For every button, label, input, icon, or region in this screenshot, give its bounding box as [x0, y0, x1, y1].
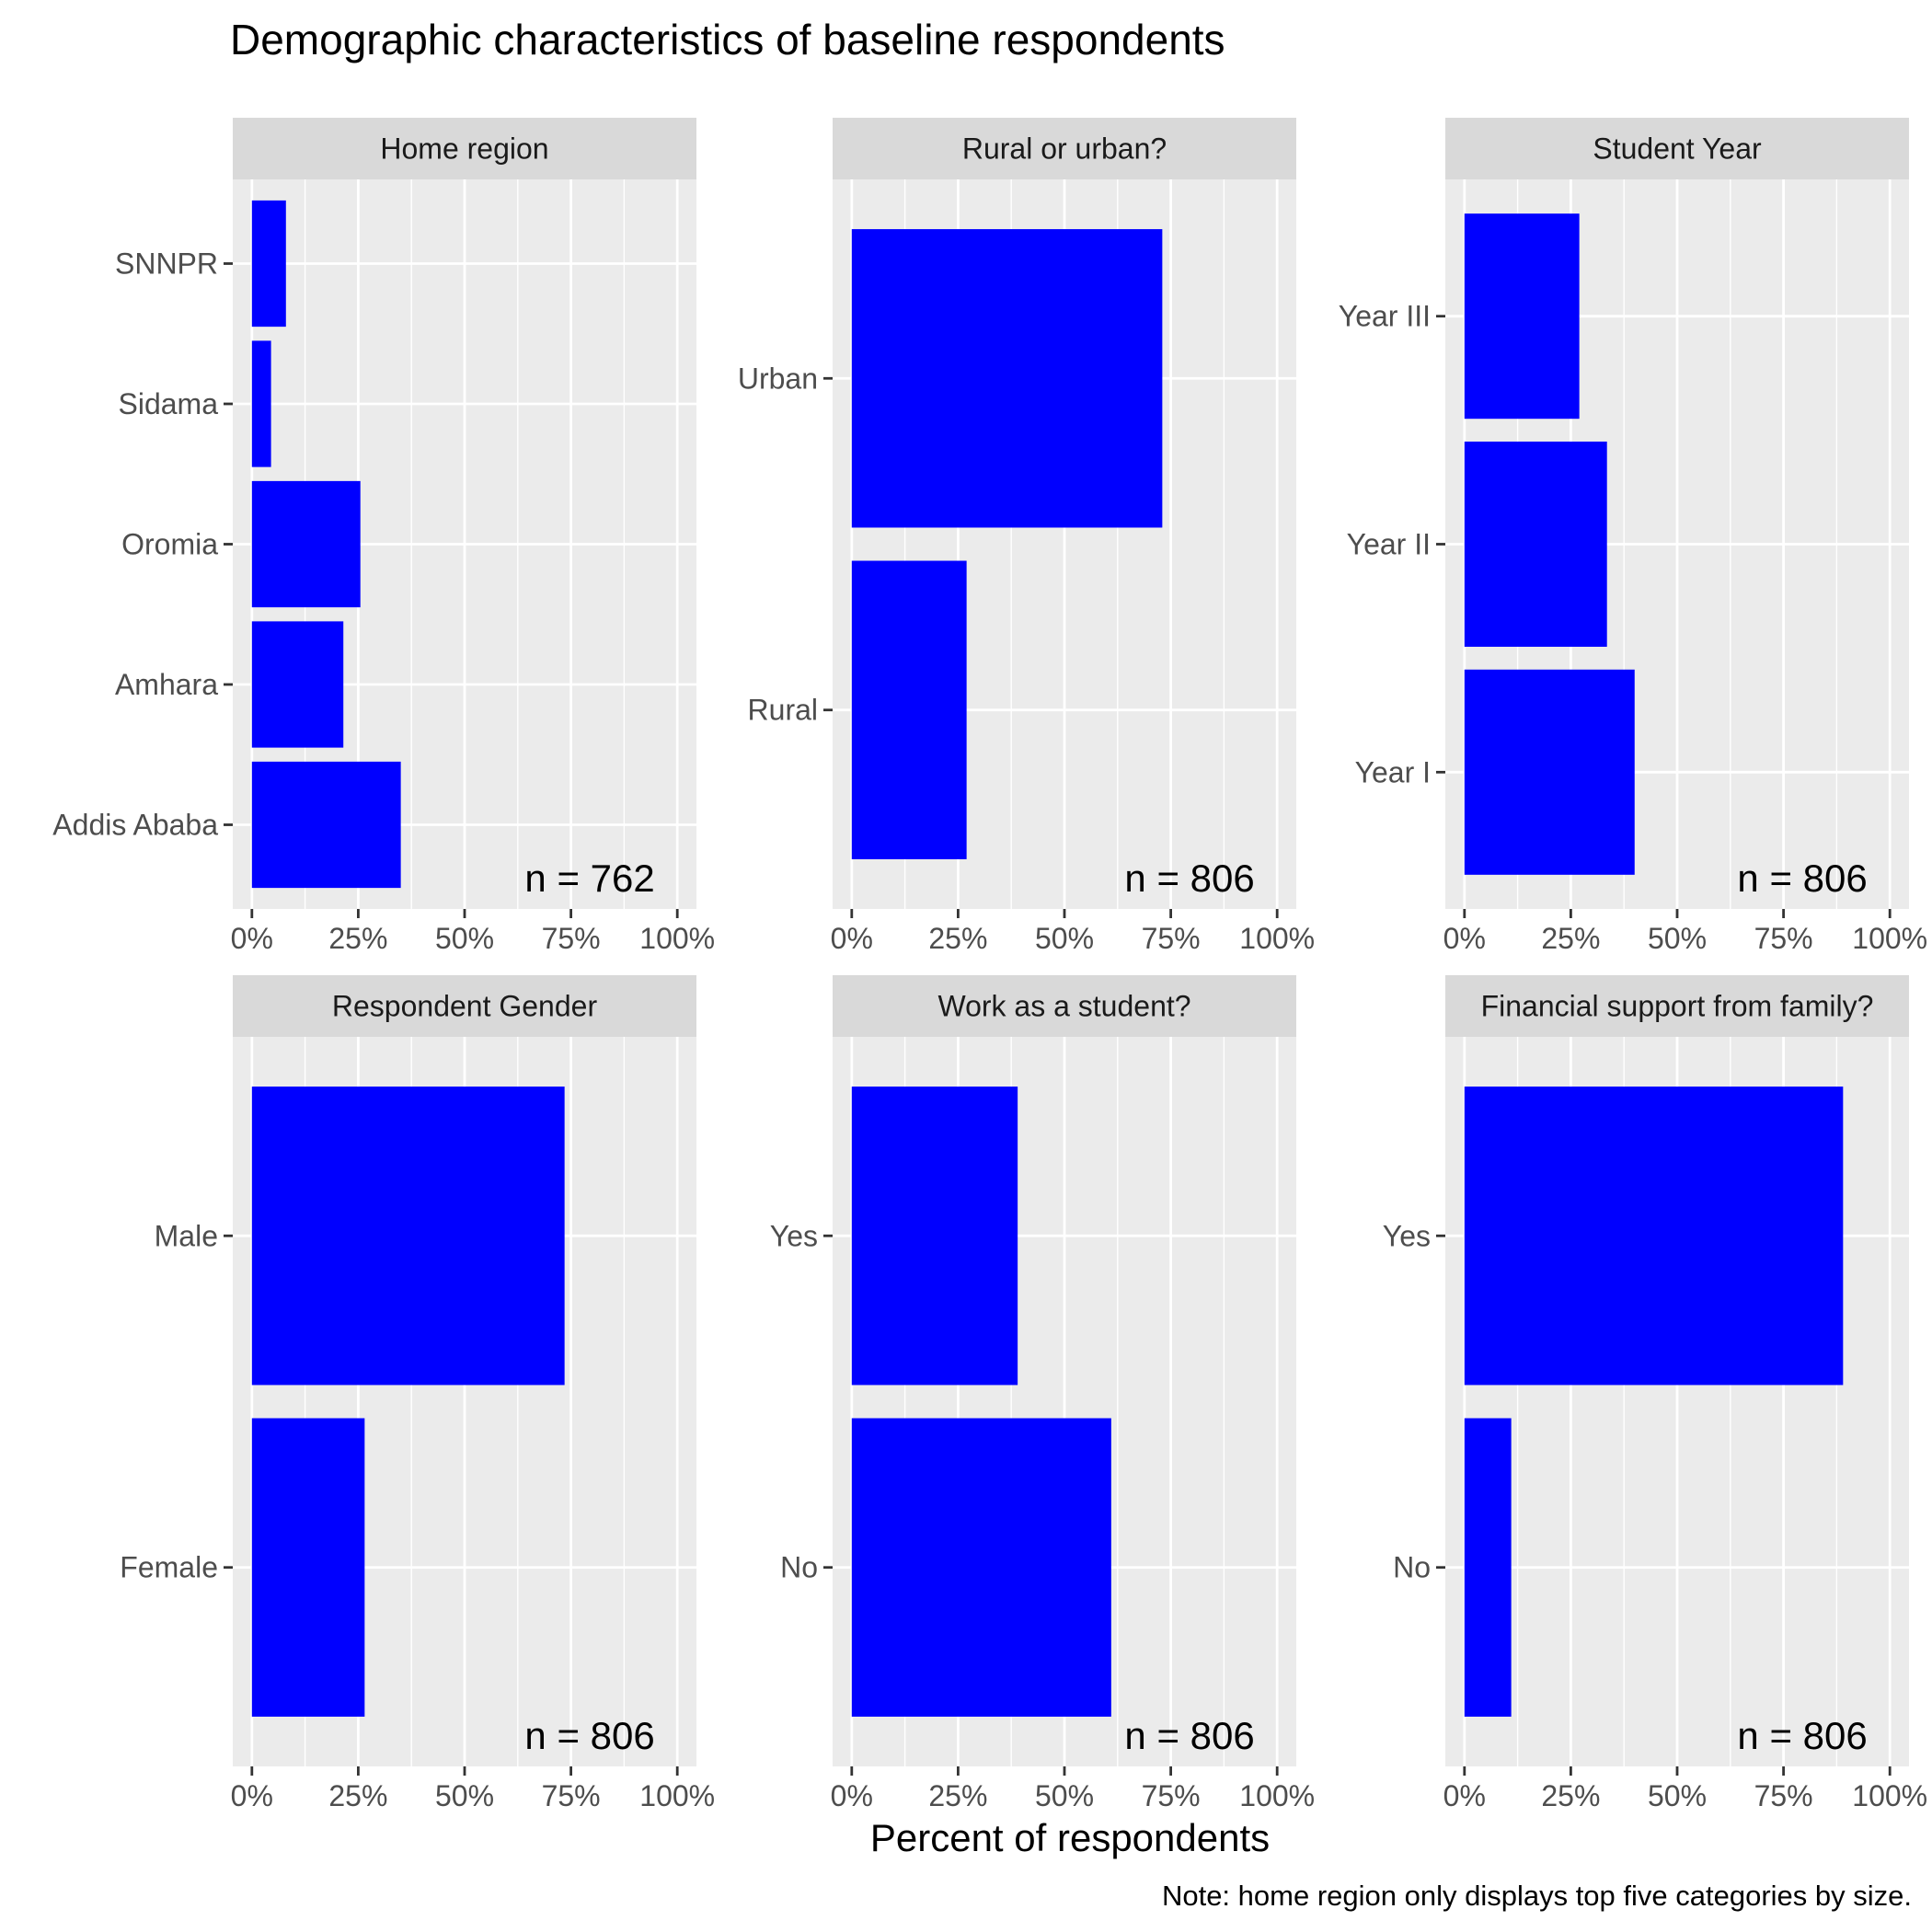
x-tick-label: 0%	[831, 922, 873, 955]
y-tick-label: Sidama	[119, 387, 219, 420]
bar-sidama	[251, 340, 271, 467]
x-tick-label: 100%	[1239, 1779, 1315, 1812]
x-tick-label: 50%	[1648, 922, 1707, 955]
bar-snnpr	[251, 200, 286, 328]
panel-strip-label: Home region	[380, 132, 548, 166]
panel-strip-label: Rural or urban?	[962, 132, 1167, 166]
bar-yes	[1464, 1087, 1844, 1386]
sample-size-label: n = 806	[1124, 857, 1254, 900]
sample-size-label: n = 806	[1737, 857, 1867, 900]
x-tick-label: 100%	[1852, 922, 1927, 955]
x-tick-label: 25%	[928, 922, 987, 955]
x-tick-label: 50%	[1035, 1779, 1094, 1812]
x-tick-label: 0%	[1443, 1779, 1486, 1812]
y-tick-label: Year II	[1347, 528, 1431, 561]
bar-oromia	[251, 480, 361, 608]
sample-size-label: n = 806	[1124, 1714, 1254, 1757]
panel-strip	[233, 118, 696, 179]
x-tick-label: 100%	[1239, 922, 1315, 955]
bar-yes	[851, 1087, 1018, 1386]
panel-work-as-a-student: Work as a student? No Yes 0% 25% 50% 75% 100% n …	[770, 975, 1315, 1812]
bar-addis-ababa	[251, 761, 401, 889]
panels: Home region Addis Ababa Amhara Oromia Sidama…	[52, 118, 1927, 1812]
x-tick-label: 0%	[831, 1779, 873, 1812]
x-tick-label: 100%	[639, 922, 715, 955]
sample-size-label: n = 806	[1737, 1714, 1867, 1757]
sample-size-label: n = 762	[524, 857, 654, 900]
panel-strip-label: Respondent Gender	[332, 990, 598, 1023]
panel-financial-support-from-family: Financial support from family? No Yes 0% 25%…	[1383, 975, 1927, 1812]
y-tick-label: Female	[120, 1551, 218, 1584]
y-tick-label: Amhara	[115, 668, 218, 701]
y-tick-label: Year I	[1355, 755, 1431, 788]
panel-strip	[1445, 118, 1909, 179]
bar-amhara	[251, 621, 344, 748]
x-tick-label: 50%	[1035, 922, 1094, 955]
x-tick-label: 50%	[1648, 1779, 1707, 1812]
bar-no	[1464, 1418, 1512, 1717]
y-tick-label: No	[1393, 1551, 1431, 1584]
panel-strip-label: Student Year	[1593, 132, 1762, 166]
x-tick-label: 0%	[1443, 922, 1486, 955]
x-tick-label: 25%	[1541, 1779, 1600, 1812]
panel-respondent-gender: Respondent Gender Female Male 0% 25% 50% 75% 10…	[120, 975, 715, 1812]
sample-size-label: n = 806	[524, 1714, 654, 1757]
x-tick-label: 25%	[328, 1779, 387, 1812]
y-tick-label: Year III	[1339, 300, 1431, 333]
y-tick-label: Rural	[748, 694, 818, 727]
x-tick-label: 0%	[231, 1779, 273, 1812]
x-tick-label: 75%	[1754, 922, 1813, 955]
x-tick-label: 100%	[1852, 1779, 1927, 1812]
x-tick-label: 75%	[1142, 1779, 1201, 1812]
chart-title: Demographic characteristics of baseline …	[230, 16, 1225, 63]
x-tick-label: 75%	[542, 922, 601, 955]
x-axis-title: Percent of respondents	[870, 1816, 1270, 1859]
bar-rural	[851, 560, 967, 859]
panel-strip	[833, 118, 1296, 179]
panel-home-region: Home region Addis Ababa Amhara Oromia Sidama…	[52, 118, 715, 955]
panel-strip	[833, 975, 1296, 1037]
y-tick-label: No	[780, 1551, 818, 1584]
x-tick-label: 50%	[435, 1779, 494, 1812]
bar-year-iii	[1464, 213, 1580, 420]
y-tick-label: Oromia	[121, 528, 218, 561]
panel-student-year: Student Year Year I Year II Year III 0% 25% 50…	[1339, 118, 1927, 955]
x-tick-label: 75%	[542, 1779, 601, 1812]
chart-caption: Note: home region only displays top five…	[1162, 1880, 1912, 1912]
x-tick-label: 100%	[639, 1779, 715, 1812]
panel-rural-or-urban: Rural or urban? Rural Urban 0% 25% 50% 75% 100%…	[738, 118, 1315, 955]
x-tick-label: 75%	[1142, 922, 1201, 955]
y-tick-label: SNNPR	[115, 247, 218, 281]
bar-female	[251, 1418, 365, 1717]
bar-male	[251, 1087, 565, 1386]
y-tick-label: Urban	[738, 362, 818, 395]
panel-strip-label: Financial support from family?	[1481, 990, 1874, 1023]
panel-strip	[233, 975, 696, 1037]
x-tick-label: 50%	[435, 922, 494, 955]
bar-urban	[851, 229, 1163, 528]
y-tick-label: Addis Ababa	[52, 809, 218, 842]
panel-strip	[1445, 975, 1909, 1037]
panel-strip-label: Work as a student?	[937, 990, 1190, 1023]
x-tick-label: 25%	[328, 922, 387, 955]
x-tick-label: 0%	[231, 922, 273, 955]
x-tick-label: 75%	[1754, 1779, 1813, 1812]
y-tick-label: Male	[155, 1219, 218, 1252]
bar-year-i	[1464, 669, 1635, 875]
y-tick-label: Yes	[770, 1219, 818, 1252]
y-tick-label: Yes	[1383, 1219, 1431, 1252]
bar-year-ii	[1464, 441, 1607, 648]
x-tick-label: 25%	[928, 1779, 987, 1812]
x-tick-label: 25%	[1541, 922, 1600, 955]
bar-no	[851, 1418, 1111, 1717]
